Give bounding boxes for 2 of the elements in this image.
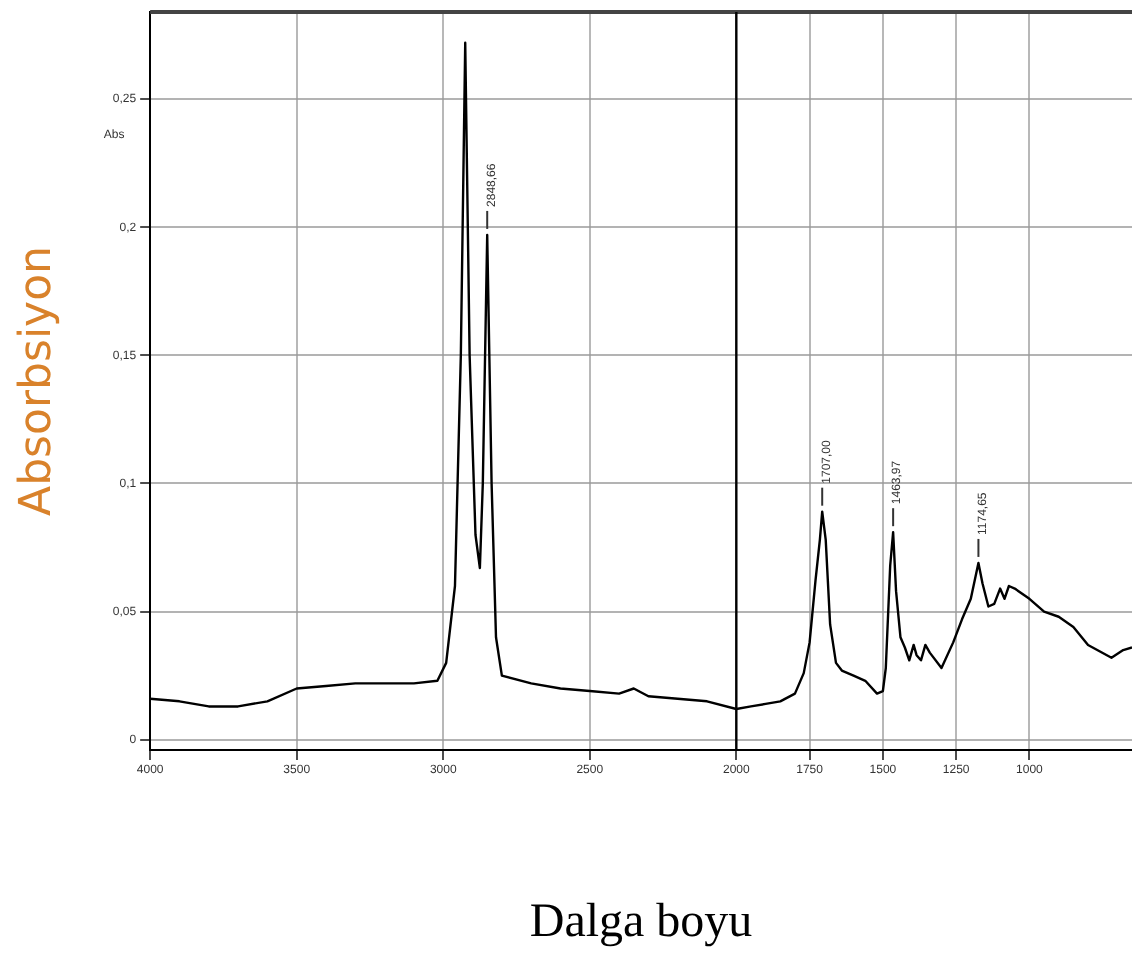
x-axis-title: Dalga boyu bbox=[529, 895, 753, 948]
y-axis-title: Absorbsiyon bbox=[11, 246, 62, 516]
